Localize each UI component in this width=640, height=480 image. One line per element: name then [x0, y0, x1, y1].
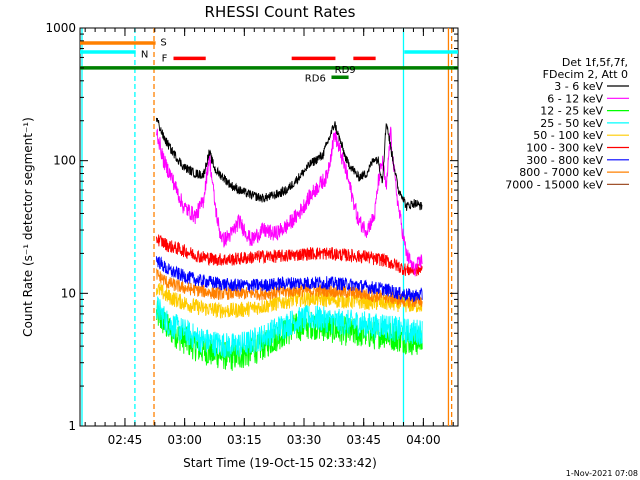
legend-entry-label: 7000 - 15000 keV	[505, 178, 603, 191]
flag-bar-label: RD6	[305, 73, 326, 84]
legend-entry-label: 25 - 50 keV	[540, 117, 603, 130]
x-tick-label: 03:15	[227, 433, 262, 447]
series-line-6-12keV	[155, 126, 423, 277]
annotation-layer: S N F RD9 RD6	[80, 28, 458, 426]
flag-bar-label: N	[141, 50, 148, 61]
legend-entry-label: 100 - 300 keV	[526, 142, 603, 155]
legend-entry-label: 800 - 7000 keV	[519, 166, 603, 179]
axis-layer: 1 10 100 1000 02:45 03:00 03:15 03:30 03:45 04:00	[45, 21, 458, 447]
series-line-25-50keV	[155, 296, 423, 359]
x-tick-label: 03:00	[167, 433, 202, 447]
series-line-800-7000keV	[156, 268, 423, 308]
flag-bar-label: S	[160, 38, 166, 49]
series-line-3-6keV	[155, 117, 423, 211]
x-axis-label: Start Time (19-Oct-15 02:33:42)	[183, 456, 377, 470]
legend-entry-label: 300 - 800 keV	[526, 154, 603, 167]
x-tick-label: 03:30	[287, 433, 322, 447]
y-axis-label: Count Rate (s⁻¹ detector segment⁻¹)	[21, 117, 35, 337]
y-tick-label: 100	[53, 154, 76, 168]
plot-frame	[79, 27, 459, 427]
series-line-100-300keV	[155, 234, 423, 277]
series-layer	[155, 117, 423, 371]
chart-title: RHESSI Count Rates	[205, 3, 356, 21]
x-tick-label: 02:45	[108, 433, 143, 447]
x-tick-label: 04:00	[406, 433, 441, 447]
legend-entry-label: 6 - 12 keV	[547, 92, 603, 105]
legend-header-line: Det 1f,5f,7f,	[562, 56, 628, 69]
y-tick-label: 1	[68, 419, 76, 433]
timestamp: 1-Nov-2021 07:08	[566, 469, 638, 478]
legend-header-line: FDecim 2, Att 0	[543, 68, 628, 81]
legend-entry-label: 12 - 25 keV	[540, 105, 603, 118]
y-tick-label: 1000	[45, 21, 76, 35]
y-tick-label: 10	[61, 286, 76, 300]
flag-bar-label: RD9	[335, 65, 356, 76]
flag-bar-label: F	[162, 53, 168, 64]
legend-entry-label: 3 - 6 keV	[554, 80, 603, 93]
series-line-300-800keV	[155, 256, 423, 303]
x-tick-label: 03:45	[346, 433, 381, 447]
legend-entry-label: 50 - 100 keV	[533, 129, 603, 142]
